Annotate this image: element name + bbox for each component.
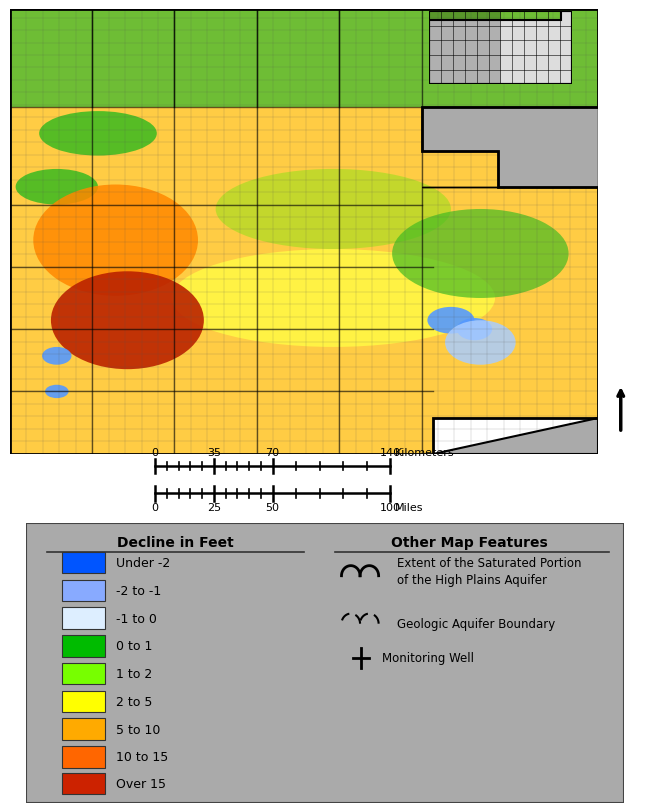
Polygon shape [10, 10, 598, 108]
Text: Other Map Features: Other Map Features [391, 535, 548, 549]
Text: Extent of the Saturated Portion
of the High Plains Aquifer: Extent of the Saturated Portion of the H… [397, 556, 582, 586]
Bar [62, 607, 105, 629]
Text: 100: 100 [380, 502, 400, 513]
Text: 0: 0 [151, 448, 159, 457]
Text: Under -2: Under -2 [116, 556, 170, 569]
Bar [62, 691, 105, 712]
Text: 10 to 15: 10 to 15 [116, 750, 168, 763]
Polygon shape [434, 418, 598, 454]
Ellipse shape [172, 250, 495, 347]
Ellipse shape [216, 169, 451, 250]
Text: 25: 25 [207, 502, 221, 513]
Ellipse shape [392, 210, 569, 298]
Text: 0 to 1: 0 to 1 [116, 640, 152, 653]
Ellipse shape [457, 319, 492, 341]
Bar [62, 635, 105, 657]
Ellipse shape [33, 185, 198, 296]
Bar [62, 580, 105, 601]
Text: 50: 50 [265, 502, 280, 513]
Text: Miles: Miles [395, 502, 424, 513]
Text: 1 to 2: 1 to 2 [116, 667, 152, 680]
Text: 70: 70 [265, 448, 280, 457]
Ellipse shape [42, 347, 72, 365]
Text: Over 15: Over 15 [116, 777, 166, 790]
Ellipse shape [428, 307, 474, 334]
Text: Kilometers: Kilometers [395, 448, 454, 457]
Bar [62, 663, 105, 684]
Polygon shape [429, 12, 572, 85]
Bar [62, 719, 105, 740]
Polygon shape [10, 10, 598, 454]
Text: 2 to 5: 2 to 5 [116, 695, 152, 708]
Ellipse shape [445, 321, 515, 365]
Text: 0: 0 [151, 502, 159, 513]
Text: Monitoring Well: Monitoring Well [382, 651, 474, 664]
Polygon shape [10, 10, 598, 454]
Ellipse shape [51, 272, 204, 370]
Text: -2 to -1: -2 to -1 [116, 584, 161, 597]
Text: Geologic Aquifer Boundary: Geologic Aquifer Boundary [397, 617, 555, 630]
Bar [429, 12, 500, 85]
Text: 5 to 10: 5 to 10 [116, 723, 160, 736]
Bar [62, 746, 105, 767]
Text: 140: 140 [380, 448, 400, 457]
Ellipse shape [45, 385, 69, 398]
Polygon shape [422, 108, 598, 187]
Bar [62, 773, 105, 794]
Bar [62, 552, 105, 573]
Text: Decline in Feet: Decline in Feet [117, 535, 234, 549]
Text: -1 to 0: -1 to 0 [116, 611, 157, 624]
Ellipse shape [16, 169, 98, 205]
Text: 35: 35 [207, 448, 221, 457]
Ellipse shape [39, 112, 157, 157]
